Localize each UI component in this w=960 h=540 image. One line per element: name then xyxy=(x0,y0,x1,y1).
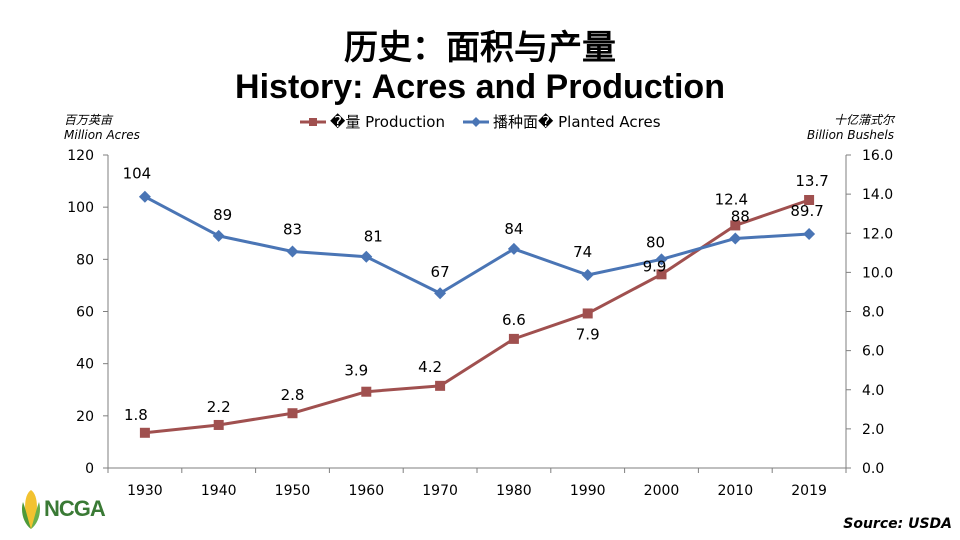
production-data-label: 9.9 xyxy=(643,257,667,275)
chart-series xyxy=(138,190,816,438)
x-tick-label: 2000 xyxy=(644,483,680,499)
legend-acres-label: 播种面� Planted Acres xyxy=(492,113,661,131)
x-tick-label: 2010 xyxy=(717,483,753,499)
right-axis-caption: 十亿蒲式尔 Billion Bushels xyxy=(807,113,894,143)
planted-acres-point xyxy=(803,228,816,241)
left-tick-label: 120 xyxy=(67,148,94,164)
production-point xyxy=(435,380,446,391)
planted-acres-point xyxy=(581,268,594,281)
legend-production-marker xyxy=(300,117,326,126)
left-tick-label: 60 xyxy=(76,305,94,321)
production-point xyxy=(361,386,372,397)
planted-acres-point xyxy=(434,287,447,300)
production-data-label: 2.8 xyxy=(281,386,305,404)
production-point xyxy=(730,220,741,231)
production-data-label: 12.4 xyxy=(715,190,748,208)
production-data-label: 7.9 xyxy=(576,325,600,343)
right-tick-label: 14.0 xyxy=(862,187,893,203)
left-tick-label: 0 xyxy=(85,461,94,477)
x-tick-label: 1930 xyxy=(127,483,163,499)
legend-production-label: �量 Production xyxy=(330,113,445,131)
production-data-label: 6.6 xyxy=(502,311,526,329)
chart-axes: 0 20 40 60 80 100 120 0.0 2.0 4.0 6.0 8.0 10.0 12.0 14… xyxy=(67,148,893,499)
left-axis-caption-en: Million Acres xyxy=(64,128,140,142)
planted-acres-point xyxy=(286,245,299,258)
x-tick-label: 1950 xyxy=(275,483,311,499)
corn-icon xyxy=(21,490,41,529)
left-tick-label: 20 xyxy=(76,409,94,425)
production-point xyxy=(287,408,298,419)
planted-acres-data-label: 81 xyxy=(364,228,383,246)
left-tick-label: 80 xyxy=(76,252,94,268)
production-point xyxy=(804,194,815,205)
planted-acres-data-label: 84 xyxy=(504,220,523,238)
production-data-label: 1.8 xyxy=(124,406,148,424)
right-axis-caption-cn: 十亿蒲式尔 xyxy=(833,113,894,127)
chart-title-english: History: Acres and Production xyxy=(235,68,725,106)
x-tick-label: 1940 xyxy=(201,483,237,499)
planted-acres-data-label: 74 xyxy=(573,243,592,261)
left-axis-caption: 百万英亩 Million Acres xyxy=(64,113,140,143)
chart-title-chinese: 历史：面积与产量 xyxy=(344,28,616,68)
production-data-label: 2.2 xyxy=(207,398,231,416)
planted-acres-data-label: 88 xyxy=(731,207,750,225)
planted-acres-point xyxy=(212,229,225,242)
x-tick-label: 2019 xyxy=(791,483,827,499)
production-point xyxy=(508,333,519,344)
planted-acres-data-label: 104 xyxy=(123,165,152,183)
production-point xyxy=(213,419,224,430)
legend-acres-marker xyxy=(462,116,489,127)
right-tick-label: 10.0 xyxy=(862,265,893,281)
production-point xyxy=(139,427,150,438)
x-tick-label: 1980 xyxy=(496,483,532,499)
chart-legend: �量 Production 播种面� Planted Acres xyxy=(300,111,661,132)
production-data-label: 3.9 xyxy=(344,362,368,380)
planted-acres-point xyxy=(507,242,520,255)
planted-acres-data-label: 89 xyxy=(213,206,232,224)
right-tick-label: 12.0 xyxy=(862,226,893,242)
right-tick-label: 8.0 xyxy=(862,305,884,321)
right-tick-label: 0.0 xyxy=(862,461,884,477)
planted-acres-data-label: 83 xyxy=(283,221,302,239)
x-tick-label: 1970 xyxy=(422,483,458,499)
left-axis-caption-cn: 百万英亩 xyxy=(64,113,113,127)
left-tick-label: 100 xyxy=(67,200,94,216)
x-tick-label: 1960 xyxy=(348,483,384,499)
ncga-logo: NCGA xyxy=(20,488,106,530)
planted-acres-data-label: 89.7 xyxy=(790,202,823,220)
production-data-label: 13.7 xyxy=(795,172,828,190)
right-axis-caption-en: Billion Bushels xyxy=(807,128,894,142)
x-tick-label: 1990 xyxy=(570,483,606,499)
production-point xyxy=(582,308,593,319)
right-tick-label: 6.0 xyxy=(862,344,884,360)
planted-acres-point xyxy=(729,232,742,245)
right-tick-label: 2.0 xyxy=(862,422,884,438)
right-tick-label: 16.0 xyxy=(862,148,893,164)
right-tick-label: 4.0 xyxy=(862,383,884,399)
left-tick-label: 40 xyxy=(76,357,94,373)
legend-item-planted-acres: 播种面� Planted Acres xyxy=(462,111,661,132)
logo-text: NCGA xyxy=(44,496,106,521)
planted-acres-line xyxy=(144,195,810,295)
planted-acres-point xyxy=(138,190,151,203)
chart-data-labels: 1.8 2.2 2.8 3.9 4.2 6.6 7.9 9.9 12.4 13.7 104 89 83 8… xyxy=(123,165,829,424)
source-note: Source: USDA xyxy=(843,516,952,532)
planted-acres-point xyxy=(655,253,668,266)
planted-acres-data-label: 80 xyxy=(646,233,665,251)
planted-acres-point xyxy=(360,250,373,263)
planted-acres-data-label: 67 xyxy=(431,263,450,281)
production-data-label: 4.2 xyxy=(418,358,442,376)
production-line xyxy=(144,198,810,435)
legend-item-production: �量 Production xyxy=(300,111,445,132)
production-point xyxy=(656,269,667,280)
